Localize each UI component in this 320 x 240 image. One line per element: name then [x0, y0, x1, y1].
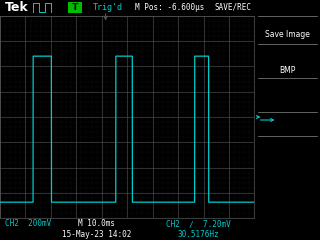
Text: Tek: Tek: [5, 1, 29, 14]
Text: Folder: Folder: [275, 124, 299, 133]
Text: M 10.0ms: M 10.0ms: [78, 219, 115, 228]
Text: TEK0006.BMP: TEK0006.BMP: [264, 160, 311, 166]
Text: SAVE/REC: SAVE/REC: [269, 4, 306, 13]
Text: CH2  ∕  7.20mV: CH2 ∕ 7.20mV: [166, 219, 231, 228]
Text: Save Image: Save Image: [265, 30, 310, 39]
Text: 15-May-23 14:02: 15-May-23 14:02: [62, 230, 131, 239]
Text: Save: Save: [278, 147, 297, 156]
Text: Format: Format: [274, 57, 301, 66]
Text: 30.5176Hz: 30.5176Hz: [178, 230, 219, 239]
Text: CH2  200mV: CH2 200mV: [5, 219, 51, 228]
Text: Saving: Saving: [274, 93, 300, 102]
Text: T: T: [69, 3, 81, 12]
Text: SAVE/REC: SAVE/REC: [215, 3, 252, 12]
Text: Select: Select: [276, 117, 299, 126]
Text: BMP: BMP: [279, 66, 295, 75]
Text: About: About: [276, 85, 299, 95]
Text: Trig'd: Trig'd: [93, 3, 123, 12]
Text: File: File: [281, 49, 294, 59]
Text: Images: Images: [273, 100, 301, 109]
Text: Action: Action: [275, 18, 299, 27]
Text: M Pos: -6.600μs: M Pos: -6.600μs: [135, 3, 204, 12]
